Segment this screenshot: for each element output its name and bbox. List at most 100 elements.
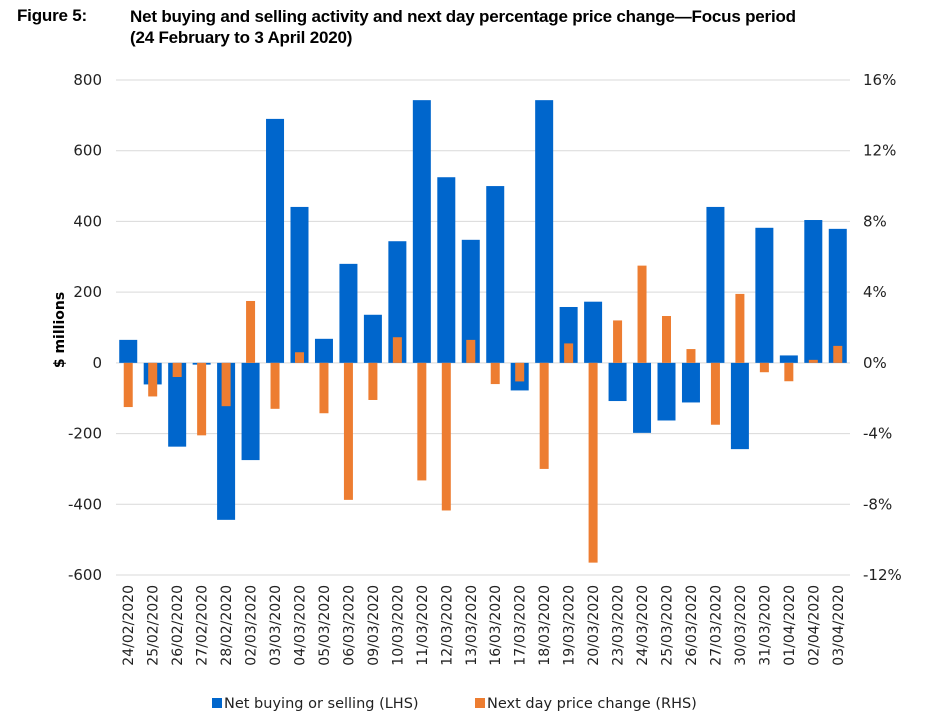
bar-net-buying: [681, 362, 700, 403]
bar-net-buying: [388, 241, 407, 363]
x-tick-label: 27/03/2020: [708, 585, 724, 666]
x-tick-label: 26/03/2020: [684, 585, 700, 666]
y-axis-left: 800 600 400 200 0 -200 -400 -600: [68, 71, 102, 584]
x-axis: 24/02/2020 25/02/2020 26/02/2020 27/02/2020…: [121, 585, 847, 666]
bar-net-buying: [241, 362, 260, 461]
y-tick-label-right: -12%: [863, 566, 902, 584]
x-tick-label: 09/03/2020: [366, 585, 382, 666]
legend-swatch-net: [212, 698, 222, 708]
bar-net-buying: [339, 263, 358, 363]
x-tick-label: 11/03/2020: [415, 585, 431, 666]
x-tick-label: 30/03/2020: [733, 585, 749, 666]
x-tick-label: 05/03/2020: [317, 585, 333, 666]
bar-net-buying: [804, 220, 823, 363]
figure-title-line-2: (24 February to 3 April 2020): [130, 28, 353, 47]
bar-net-buying: [828, 228, 847, 363]
bar-price-change: [613, 320, 623, 363]
y-axis-title: $ millions: [52, 292, 68, 368]
gridlines: [116, 79, 850, 576]
x-tick-label: 13/03/2020: [464, 585, 480, 666]
bar-price-change: [172, 362, 182, 377]
bar-price-change: [833, 345, 843, 363]
bar-price-change: [368, 362, 378, 400]
y-tick-label-left: 0: [92, 354, 102, 372]
bar-net-buying: [657, 362, 676, 421]
bar-net-buying: [412, 100, 431, 363]
bar-price-change: [319, 362, 329, 414]
x-tick-label: 26/02/2020: [170, 585, 186, 666]
x-tick-label: 06/03/2020: [341, 585, 357, 666]
bar-price-change: [490, 362, 500, 385]
bar-net-buying: [168, 362, 187, 447]
bars: [119, 100, 847, 563]
x-tick-label: 03/04/2020: [831, 585, 847, 666]
y-tick-label-right: -4%: [863, 425, 892, 443]
x-tick-label: 10/03/2020: [390, 585, 406, 666]
bar-price-change: [735, 293, 745, 363]
x-tick-label: 28/02/2020: [219, 585, 235, 666]
x-tick-label: 04/03/2020: [293, 585, 309, 666]
bar-price-change: [710, 362, 720, 425]
bar-net-buying: [755, 227, 774, 363]
bar-price-change: [270, 362, 280, 409]
x-tick-label: 24/02/2020: [121, 585, 137, 666]
bar-price-change: [539, 362, 549, 469]
bar-price-change: [221, 362, 231, 407]
bar-net-buying: [266, 118, 285, 363]
bar-price-change: [515, 362, 525, 382]
bar-net-buying: [730, 362, 749, 450]
y-tick-label-right: 4%: [863, 283, 887, 301]
bar-price-change: [392, 337, 402, 363]
bar-price-change: [784, 362, 794, 382]
bar-price-change: [466, 339, 476, 363]
bar-net-buying: [779, 355, 798, 363]
legend-label-net: Net buying or selling (LHS): [224, 696, 419, 712]
x-tick-label: 27/02/2020: [195, 585, 211, 666]
y-tick-label-left: 200: [73, 283, 102, 301]
bar-net-buying: [290, 206, 309, 363]
bar-price-change: [588, 362, 598, 563]
bar-price-change: [564, 343, 574, 363]
bar-net-buying: [363, 314, 382, 363]
y-tick-label-left: 600: [73, 142, 102, 160]
y-tick-label-left: -600: [68, 566, 102, 584]
y-tick-label-left: -200: [68, 425, 102, 443]
bar-net-buying: [584, 301, 603, 363]
bar-price-change: [441, 362, 451, 511]
bar-price-change: [637, 265, 647, 363]
x-tick-label: 19/03/2020: [562, 585, 578, 666]
bar-price-change: [246, 300, 256, 363]
figure-title-line-1: Net buying and selling activity and next…: [130, 7, 796, 26]
y-tick-label-right: 0%: [863, 354, 887, 372]
bar-net-buying: [706, 206, 725, 363]
bar-net-buying: [119, 339, 138, 363]
bar-price-change: [686, 349, 696, 363]
x-tick-label: 20/03/2020: [586, 585, 602, 666]
bar-price-change: [343, 362, 353, 500]
y-tick-label-right: 8%: [863, 212, 887, 230]
bar-net-buying: [314, 338, 333, 363]
legend-swatch-price: [475, 698, 485, 708]
x-tick-label: 31/03/2020: [757, 585, 773, 666]
y-tick-label-left: -400: [68, 495, 102, 513]
bar-price-change: [662, 316, 671, 363]
legend-label-price: Next day price change (RHS): [487, 696, 697, 712]
bar-price-change: [759, 362, 769, 373]
legend: Net buying or selling (LHS) Next day pri…: [212, 696, 697, 712]
bar-price-change: [417, 362, 427, 481]
x-tick-label: 02/03/2020: [244, 585, 260, 666]
x-tick-label: 01/04/2020: [782, 585, 798, 666]
y-tick-label-left: 400: [73, 212, 102, 230]
y-tick-label-left: 800: [73, 71, 102, 89]
y-tick-label-right: -8%: [863, 495, 892, 513]
bar-price-change: [148, 362, 158, 397]
x-tick-label: 02/04/2020: [806, 585, 822, 666]
bar-net-buying: [535, 100, 554, 363]
bar-net-buying: [437, 177, 456, 363]
x-tick-label: 25/02/2020: [146, 585, 162, 666]
bar-net-buying: [608, 362, 627, 402]
x-tick-label: 25/03/2020: [660, 585, 676, 666]
bar-net-buying: [461, 239, 480, 363]
x-tick-label: 23/03/2020: [611, 585, 627, 666]
